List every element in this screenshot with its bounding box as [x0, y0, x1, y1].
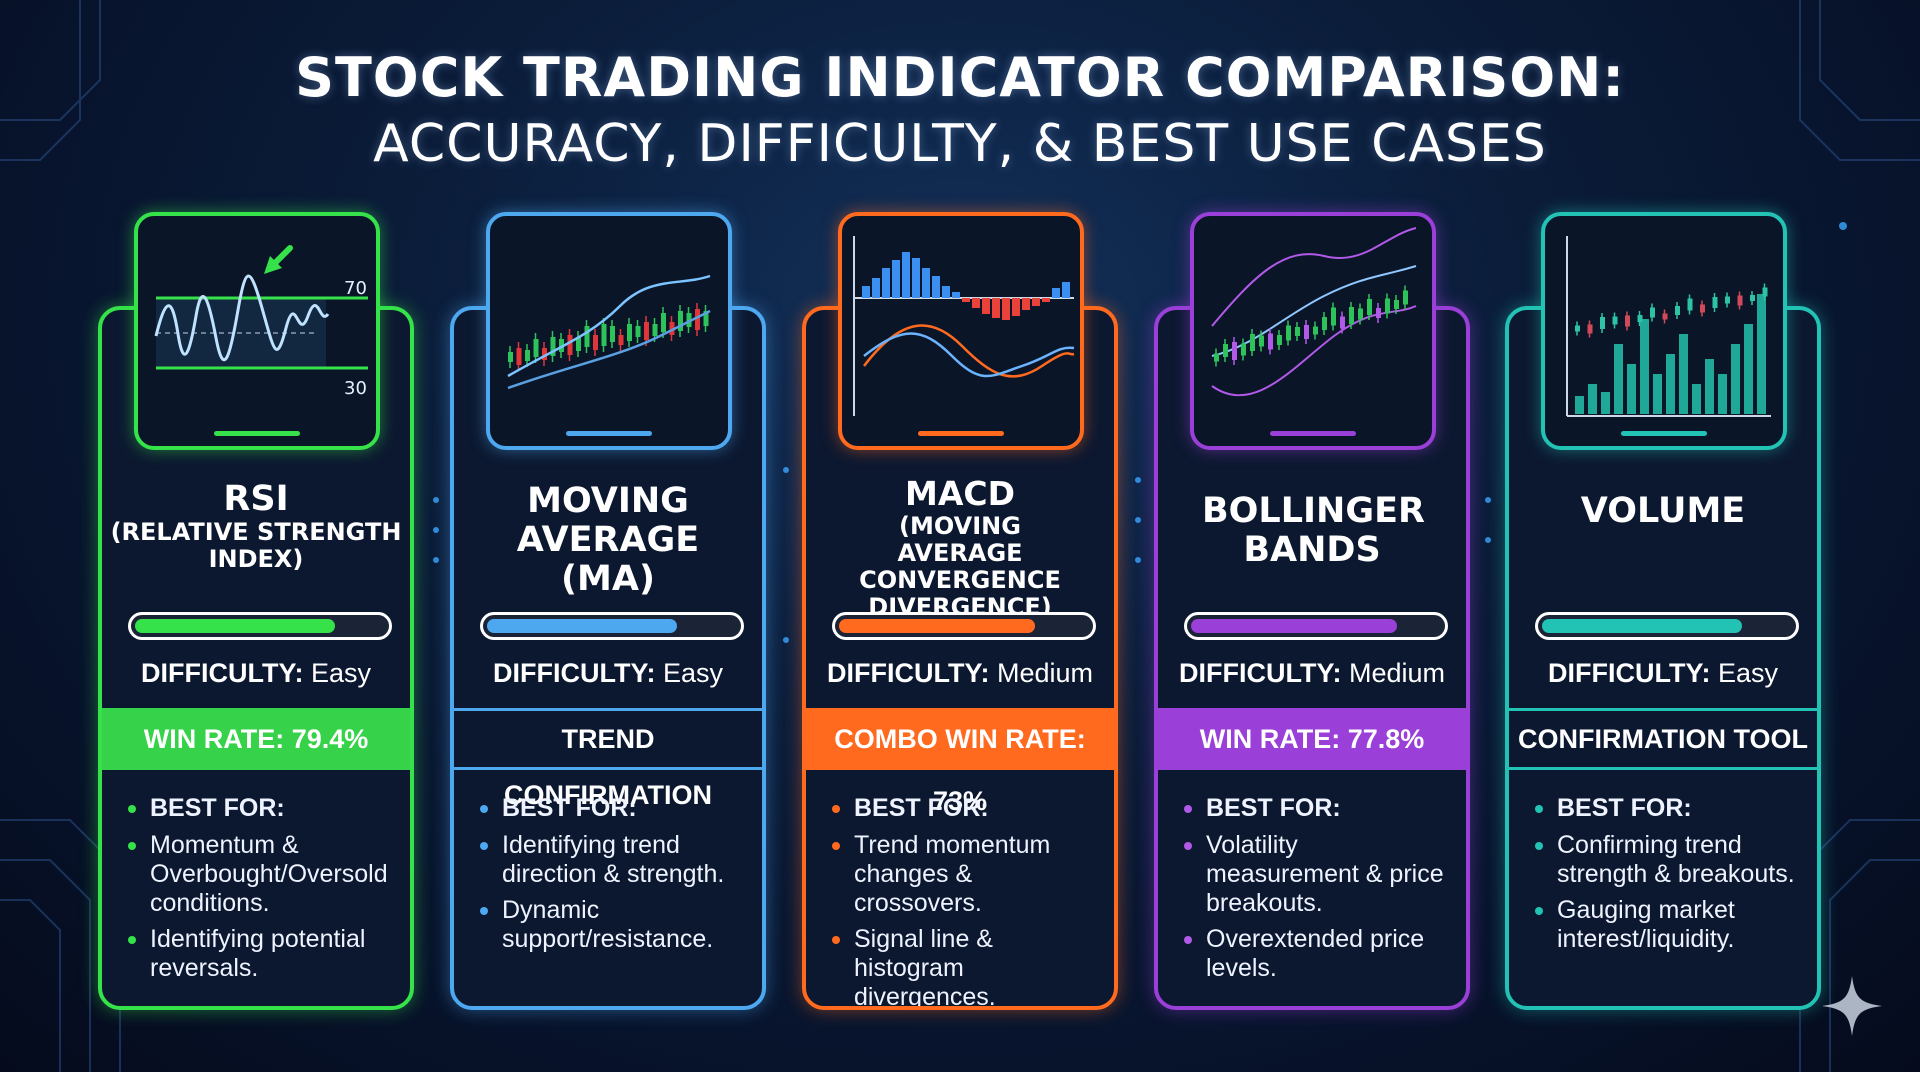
list-item: Overextended price levels.: [1180, 925, 1452, 983]
indicator-name: MACD (MOVING AVERAGE CONVERGENCE DIVERGE…: [806, 474, 1114, 621]
page-title: STOCK TRADING INDICATOR COMPARISON:: [295, 46, 1625, 109]
list-item: Identifying potential reversals.: [124, 925, 396, 983]
difficulty-meter: [128, 612, 392, 640]
best-for-heading: BEST FOR:: [1531, 794, 1803, 823]
indicator-name: MOVING AVERAGE (MA): [454, 481, 762, 600]
macd-chart-icon: [838, 212, 1084, 450]
volume-chart-icon: [1541, 212, 1787, 450]
indicator-name: RSI (RELATIVE STRENGTH INDEX): [102, 479, 410, 574]
indicator-title: MOVING AVERAGE (MA): [516, 481, 700, 600]
page-subtitle: ACCURACY, DIFFICULTY, & BEST USE CASES: [373, 114, 1547, 174]
indicator-name: BOLLINGER BANDS: [1158, 491, 1466, 571]
list-item: Gauging market interest/liquidity.: [1531, 896, 1803, 954]
indicator-title: MACD: [905, 474, 1015, 513]
difficulty-text: DIFFICULTY: Medium: [1178, 658, 1445, 688]
list-item: Confirming trend strength & breakouts.: [1531, 831, 1803, 889]
best-for-list: BEST FOR: Confirming trend strength & br…: [1531, 794, 1803, 961]
indicator-title: BOLLINGER BANDS: [1202, 491, 1425, 571]
confirmation-tool-band: CONFIRMATION TOOL: [1509, 708, 1817, 770]
win-rate-band: WIN RATE: 77.8%: [1158, 708, 1466, 770]
indicator-subtitle: (RELATIVE STRENGTH INDEX): [110, 518, 402, 574]
difficulty-meter: [480, 612, 744, 640]
best-for-heading: BEST FOR:: [476, 794, 748, 823]
list-item: Dynamic support/resistance.: [476, 896, 748, 954]
best-for-list: BEST FOR: Trend momentum changes & cross…: [828, 794, 1100, 1006]
rsi-chart-icon: 70 30: [134, 212, 380, 450]
list-item: Trend momentum changes & crossovers.: [828, 831, 1100, 918]
list-item: Volatility measurement & price breakouts…: [1180, 831, 1452, 918]
combo-win-rate-band: COMBO WIN RATE: 73%: [806, 708, 1114, 816]
rsi-lower-label: 30: [344, 378, 367, 399]
bollinger-bands-chart-icon: [1190, 212, 1436, 450]
difficulty-meter: [1535, 612, 1799, 640]
indicator-subtitle: (MOVING AVERAGE CONVERGENCE DIVERGENCE): [859, 511, 1061, 621]
difficulty-text: DIFFICULTY: Easy: [140, 658, 371, 688]
list-item: Identifying trend direction & strength.: [476, 831, 748, 889]
difficulty-meter: [832, 612, 1096, 640]
difficulty-text: DIFFICULTY: Easy: [492, 658, 723, 688]
win-rate-band: WIN RATE: 79.4%: [102, 708, 410, 770]
indicator-card-bollinger-bands: BOLLINGER BANDS DIFFICULTY: Medium WIN R…: [1154, 306, 1470, 1010]
indicator-title: VOLUME: [1580, 491, 1746, 531]
best-for-heading: BEST FOR:: [124, 794, 396, 823]
difficulty-meter: [1184, 612, 1448, 640]
indicator-title: RSI: [223, 479, 289, 519]
best-for-heading: BEST FOR:: [828, 794, 1100, 823]
difficulty-text: DIFFICULTY: Easy: [1547, 658, 1778, 688]
indicator-name: VOLUME: [1509, 491, 1817, 531]
difficulty-text: DIFFICULTY: Medium: [826, 658, 1093, 688]
best-for-list: BEST FOR: Identifying trend direction & …: [476, 794, 748, 961]
list-item: Signal line & histogram divergences.: [828, 925, 1100, 1006]
best-for-list: BEST FOR: Momentum & Overbought/Oversold…: [124, 794, 396, 990]
moving-average-chart-icon: [486, 212, 732, 450]
rsi-upper-label: 70: [344, 278, 367, 299]
best-for-list: BEST FOR: Volatility measurement & price…: [1180, 794, 1452, 990]
best-for-heading: BEST FOR:: [1180, 794, 1452, 823]
trend-confirmation-band: TREND CONFIRMATION: [454, 708, 762, 810]
list-item: Momentum & Overbought/Oversold condition…: [124, 831, 396, 918]
sparkle-icon: [1822, 976, 1882, 1036]
